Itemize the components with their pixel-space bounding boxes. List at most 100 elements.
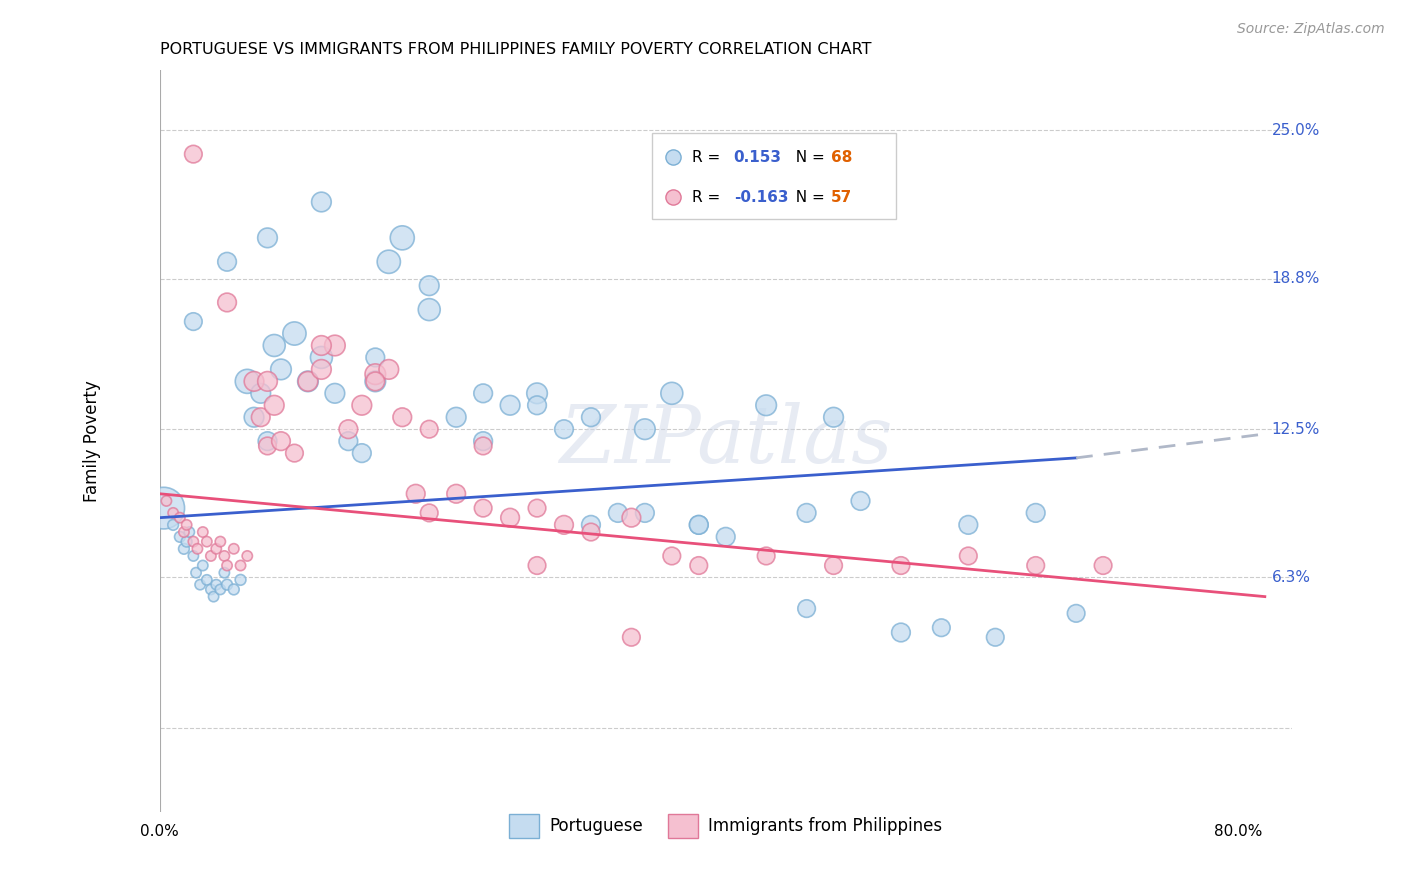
- Point: [200, 582, 222, 597]
- Point: [1064, 607, 1087, 621]
- Point: [200, 549, 222, 563]
- Point: [444, 487, 467, 501]
- Point: [661, 549, 683, 563]
- Point: [553, 422, 575, 436]
- Point: [634, 506, 657, 520]
- Point: [553, 517, 575, 532]
- Point: [472, 501, 495, 516]
- Point: [283, 446, 305, 460]
- Point: [1025, 506, 1047, 520]
- Point: [176, 534, 198, 549]
- Point: [209, 534, 232, 549]
- Point: [661, 386, 683, 401]
- Point: [256, 231, 278, 245]
- Point: [297, 375, 319, 389]
- Point: [606, 506, 628, 520]
- Point: [183, 314, 205, 328]
- Point: [283, 326, 305, 341]
- Point: [256, 439, 278, 453]
- Point: [796, 601, 818, 615]
- Point: [755, 398, 778, 412]
- Point: [195, 534, 218, 549]
- Point: [755, 549, 778, 563]
- Text: R =: R =: [692, 150, 725, 165]
- Point: [957, 517, 980, 532]
- Point: [472, 386, 495, 401]
- Point: [222, 582, 245, 597]
- Point: [796, 506, 818, 520]
- Point: [215, 577, 238, 591]
- Point: [191, 524, 214, 539]
- Point: [256, 434, 278, 449]
- Text: N =: N =: [786, 150, 830, 165]
- Point: [472, 439, 495, 453]
- Point: [152, 501, 174, 516]
- Point: [526, 398, 548, 412]
- Point: [391, 410, 413, 425]
- Point: [890, 558, 912, 573]
- Point: [236, 549, 259, 563]
- Point: [634, 422, 657, 436]
- Point: [472, 434, 495, 449]
- Point: [173, 541, 195, 556]
- Point: [202, 590, 225, 604]
- Point: [263, 398, 285, 412]
- Point: [405, 487, 427, 501]
- Point: [186, 541, 208, 556]
- Point: [337, 434, 360, 449]
- Point: [378, 254, 401, 268]
- Point: [984, 630, 1007, 644]
- Point: [173, 524, 195, 539]
- Point: [270, 362, 292, 376]
- Point: [214, 566, 236, 580]
- Point: [155, 494, 177, 508]
- Legend: Portuguese, Immigrants from Philippines: Portuguese, Immigrants from Philippines: [502, 807, 949, 845]
- Text: ZIPatlas: ZIPatlas: [560, 402, 893, 480]
- Point: [418, 302, 440, 317]
- Text: Source: ZipAtlas.com: Source: ZipAtlas.com: [1237, 22, 1385, 37]
- Point: [169, 530, 191, 544]
- Point: [297, 375, 319, 389]
- Text: 25.0%: 25.0%: [1271, 123, 1320, 137]
- Point: [418, 506, 440, 520]
- Point: [183, 147, 205, 161]
- Point: [214, 549, 236, 563]
- Point: [526, 501, 548, 516]
- Point: [364, 367, 387, 381]
- Text: -0.163: -0.163: [734, 190, 789, 205]
- Point: [526, 386, 548, 401]
- Point: [1025, 558, 1047, 573]
- Text: 18.8%: 18.8%: [1271, 271, 1320, 286]
- Text: Family Poverty: Family Poverty: [83, 380, 101, 502]
- Point: [256, 375, 278, 389]
- Point: [215, 558, 238, 573]
- Point: [499, 510, 522, 524]
- Point: [364, 375, 387, 389]
- Text: 12.5%: 12.5%: [1271, 422, 1320, 437]
- Point: [162, 517, 184, 532]
- Point: [205, 577, 228, 591]
- Text: PORTUGUESE VS IMMIGRANTS FROM PHILIPPINES FAMILY POVERTY CORRELATION CHART: PORTUGUESE VS IMMIGRANTS FROM PHILIPPINE…: [160, 42, 872, 57]
- Point: [378, 362, 401, 376]
- FancyBboxPatch shape: [652, 134, 896, 219]
- Point: [350, 446, 373, 460]
- Point: [229, 558, 252, 573]
- Point: [179, 524, 201, 539]
- Point: [176, 517, 198, 532]
- Point: [444, 410, 467, 425]
- Point: [243, 375, 266, 389]
- Point: [337, 422, 360, 436]
- Point: [249, 386, 271, 401]
- Point: [849, 494, 872, 508]
- Point: [205, 541, 228, 556]
- Point: [183, 534, 205, 549]
- Point: [191, 558, 214, 573]
- Point: [195, 573, 218, 587]
- Point: [526, 558, 548, 573]
- Point: [823, 558, 845, 573]
- Point: [391, 231, 413, 245]
- Point: [620, 510, 643, 524]
- Point: [1092, 558, 1115, 573]
- Point: [579, 517, 602, 532]
- Text: 80.0%: 80.0%: [1213, 824, 1263, 838]
